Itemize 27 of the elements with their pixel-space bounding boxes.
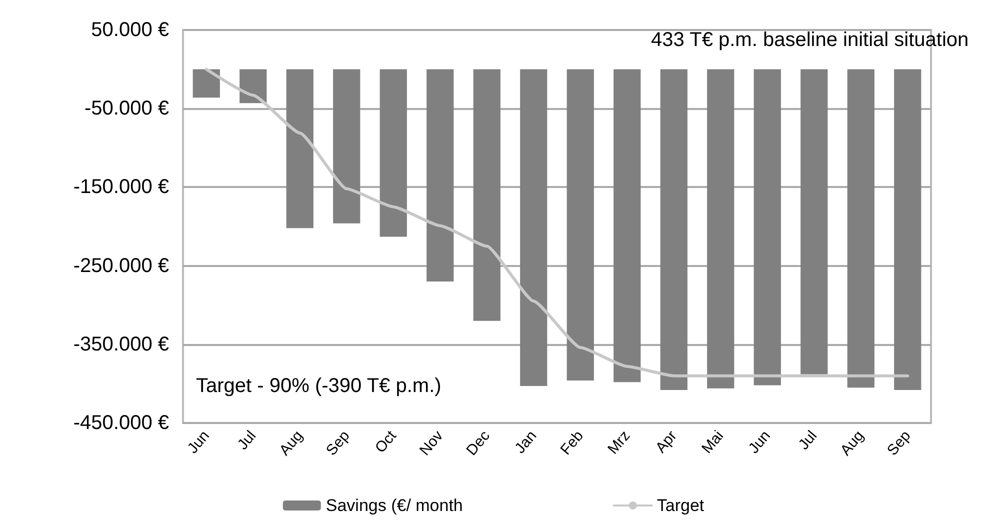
annotation: 433 T€ p.m. baseline initial situation (651, 29, 969, 51)
y-tick-label: -250.000 € (73, 254, 169, 277)
legend-label: Savings (€/ month (326, 496, 463, 515)
x-tick-label: Apr (652, 428, 680, 456)
x-tick-label: Feb (557, 428, 587, 458)
x-tick-label: Jul (795, 428, 821, 454)
line-series (204, 68, 910, 378)
x-tick-label: Sep (884, 428, 914, 459)
annotation: Target - 90% (-390 T€ p.m.) (196, 375, 442, 397)
y-tick-label: -350.000 € (73, 333, 169, 356)
x-tick-label: Mrz (604, 428, 634, 458)
x-tick-label: Jan (512, 428, 540, 457)
y-tick-label: -150.000 € (73, 176, 169, 198)
x-tick-label: Oct (372, 426, 400, 456)
x-tick-label: Jul (234, 428, 260, 454)
x-tick-label: Sep (322, 428, 354, 459)
x-tick-label: Mai (698, 428, 728, 457)
x-tick-label: Aug (837, 428, 868, 459)
x-tick-label: Dec (463, 427, 494, 459)
x-tick-label: Nov (416, 427, 447, 459)
x-tick-label: Jun (745, 428, 774, 457)
y-tick-label: -450.000 € (73, 412, 169, 434)
x-tick-label: Jun (184, 428, 213, 457)
legend-label: Target (656, 496, 704, 515)
y-tick-label: -50.000 € (84, 98, 169, 120)
x-tick-label: Aug (276, 428, 306, 459)
y-tick-label: 50.000 € (91, 19, 169, 41)
